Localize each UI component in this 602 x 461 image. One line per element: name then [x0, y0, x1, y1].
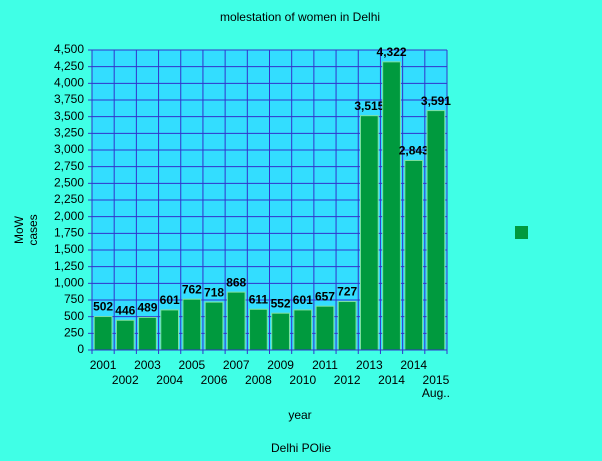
bar	[115, 319, 135, 351]
y-tick-label: 1,750	[54, 226, 84, 240]
bar	[226, 291, 246, 351]
y-tick-label: 4,250	[54, 59, 84, 73]
x-tick-label: 2007	[222, 358, 250, 372]
bar	[93, 316, 113, 351]
y-tick-label: 0	[77, 342, 84, 356]
value-label: 4,322	[377, 45, 407, 59]
y-tick-label: 3,750	[54, 92, 84, 106]
bar	[271, 312, 290, 351]
y-tick-label: 1,000	[54, 276, 84, 290]
y-tick-label: 3,250	[54, 126, 84, 140]
x-tick-label: 2005	[178, 358, 206, 372]
bar	[404, 159, 424, 351]
value-label: 657	[315, 289, 335, 303]
x-tick-label: 2015 Aug..	[421, 373, 450, 400]
y-tick-label: 1,250	[54, 259, 84, 273]
bar	[160, 309, 180, 351]
bar	[337, 301, 357, 351]
y-tick-label: 2,250	[54, 192, 84, 206]
value-label: 762	[182, 282, 202, 296]
value-label: 552	[271, 296, 291, 310]
bar	[315, 305, 335, 351]
y-tick-label: 2,750	[54, 159, 84, 173]
x-tick-label: 2011	[312, 358, 338, 372]
x-tick-label: 2014	[378, 373, 405, 387]
value-label: 489	[137, 301, 157, 315]
y-tick-label: 500	[64, 309, 84, 323]
value-label: 3,515	[354, 99, 384, 113]
bar	[182, 298, 202, 351]
x-tick-label: 2009	[267, 358, 294, 372]
x-tick-label: 2010	[289, 373, 317, 387]
x-tick-label: 2014	[400, 358, 428, 372]
y-tick-label: 250	[64, 326, 84, 340]
y-tick-label: 2,500	[54, 176, 84, 190]
y-tick-label: 3,500	[54, 109, 84, 123]
x-tick-label: 2012	[333, 373, 361, 387]
value-label: 868	[226, 275, 246, 289]
x-tick-label: 2008	[245, 373, 272, 387]
value-label: 446	[115, 303, 135, 317]
bar	[204, 301, 224, 351]
legend-marker	[515, 226, 528, 239]
value-label: 2,843	[399, 144, 429, 158]
y-tick-label: 4,000	[54, 76, 84, 90]
bar	[426, 110, 446, 351]
bar	[382, 61, 401, 351]
y-axis-title-line: cases	[26, 214, 40, 245]
value-label: 727	[337, 285, 357, 299]
y-axis-title-line: MoW	[12, 215, 26, 244]
x-tick-label: 2001	[89, 358, 117, 372]
bar	[138, 316, 157, 351]
value-label: 601	[160, 293, 180, 307]
x-tick-label: 2004	[156, 373, 183, 387]
y-tick-label: 4,500	[54, 42, 84, 56]
value-label: 601	[293, 293, 313, 307]
bar	[359, 115, 379, 351]
chart-title: molestation of women in Delhi	[220, 10, 380, 24]
value-label: 611	[249, 292, 269, 306]
y-tick-label: 750	[64, 292, 84, 306]
x-tick-label: 2002	[111, 373, 139, 387]
bar	[249, 308, 268, 351]
x-tick-label: 2006	[200, 373, 228, 387]
bar	[293, 309, 313, 351]
value-label: 718	[204, 285, 224, 299]
x-axis-title: year	[288, 408, 311, 422]
x-tick-label: 2013	[355, 358, 383, 372]
value-label: 502	[93, 300, 113, 314]
y-tick-label: 3,000	[54, 142, 84, 156]
footer: Delhi POlie	[271, 441, 331, 455]
y-axis-title: MoWcases	[12, 214, 40, 245]
value-label: 3,591	[421, 94, 451, 108]
y-tick-label: 1,500	[54, 242, 84, 256]
x-tick-label: 2003	[134, 358, 161, 372]
y-tick-label: 2,000	[54, 209, 84, 223]
